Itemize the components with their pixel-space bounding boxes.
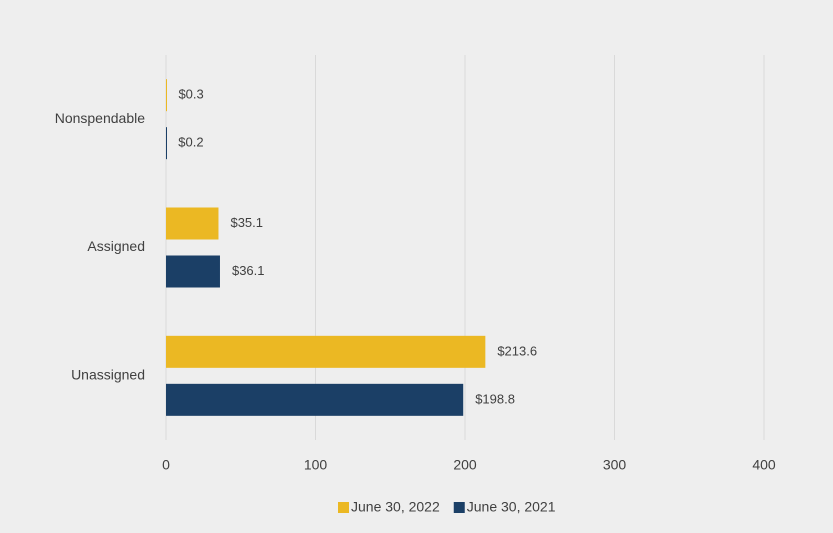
- bar: [166, 383, 464, 416]
- value-label: $213.6: [497, 343, 537, 358]
- bar: [166, 207, 219, 240]
- value-label: $35.1: [230, 215, 263, 230]
- legend-label: June 30, 2021: [467, 499, 556, 515]
- x-tick-label: 200: [453, 457, 477, 473]
- value-label: $36.1: [232, 263, 265, 278]
- bar: [166, 127, 167, 160]
- value-label: $0.3: [178, 87, 203, 102]
- y-tick-label: Unassigned: [71, 367, 145, 383]
- bar: [166, 255, 220, 288]
- x-tick-label: 100: [304, 457, 328, 473]
- value-label: $0.2: [178, 135, 203, 150]
- legend-swatch: [453, 502, 465, 513]
- y-tick-label: Assigned: [87, 238, 145, 254]
- value-label: $198.8: [475, 391, 515, 406]
- bar: [166, 79, 167, 112]
- x-tick-label: 400: [752, 457, 776, 473]
- y-tick-label: Nonspendable: [55, 110, 146, 126]
- bar: [166, 335, 486, 368]
- x-tick-label: 0: [162, 457, 170, 473]
- legend-swatch: [338, 502, 349, 513]
- legend-label: June 30, 2022: [351, 499, 440, 515]
- x-tick-label: 300: [603, 457, 627, 473]
